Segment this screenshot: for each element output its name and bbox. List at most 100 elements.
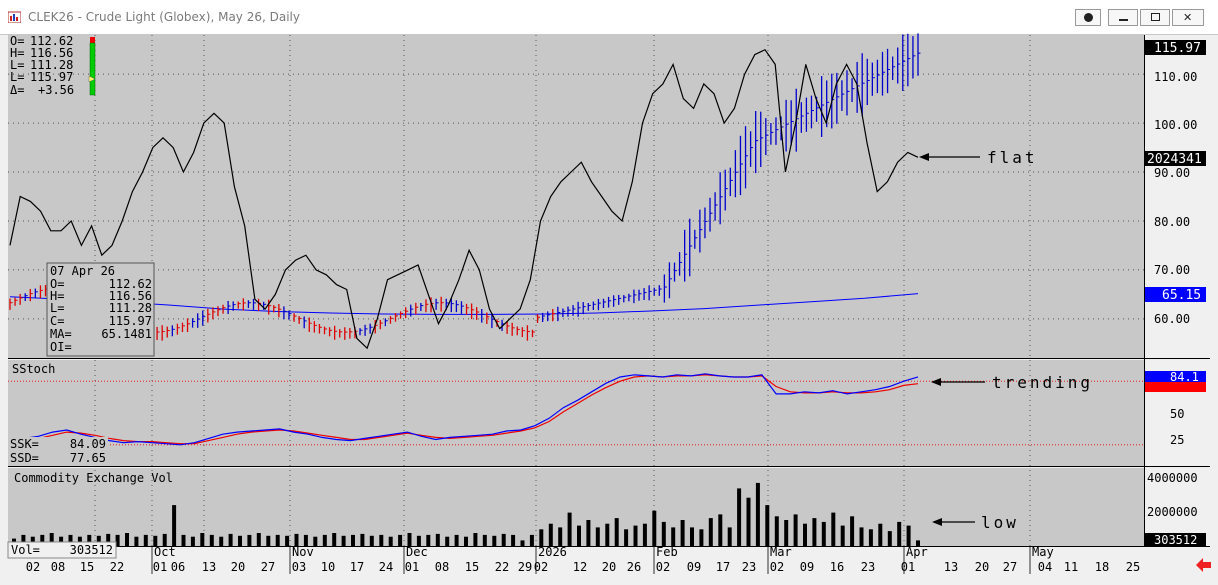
volume-bar [190, 536, 195, 546]
date-day: 09 [687, 560, 701, 574]
date-day: 08 [51, 560, 65, 574]
volume-bar [379, 534, 384, 546]
data-box-value: 116.56 [109, 289, 152, 303]
date-day: 11 [1064, 560, 1078, 574]
ohlc-readout: O= 112.62 H= 116.56 L= 111.28 L= 115.97 … [10, 34, 74, 97]
price-bars [9, 33, 921, 341]
ma-tag [1145, 287, 1206, 302]
volume-bar [134, 536, 139, 546]
volume-bar [755, 482, 760, 546]
circle-button[interactable] [1075, 9, 1101, 26]
volume-bar [209, 534, 214, 546]
ohlc-label: Δ= [10, 83, 24, 97]
scroll-right-arrow-icon[interactable] [1196, 558, 1211, 572]
date-day: 16 [830, 560, 844, 574]
volume-bar [821, 521, 826, 546]
ohlc-value: 111.28 [30, 58, 73, 72]
volume-bar [30, 536, 35, 546]
price-panel [8, 35, 1144, 358]
ohlc-value: 112.62 [30, 34, 73, 48]
ohlc-label: H= [10, 46, 24, 60]
price-tick: 70.00 [1154, 263, 1190, 277]
volume-bar [473, 533, 478, 546]
date-day: 02 [26, 560, 40, 574]
price-tick: 110.00 [1154, 70, 1197, 84]
volume-bar [774, 516, 779, 546]
price-tick: 80.00 [1154, 215, 1190, 229]
annotation-trending: trending [992, 373, 1093, 392]
volume-bar [567, 512, 572, 546]
volume-bar [219, 536, 224, 546]
date-month: Oct [154, 545, 176, 559]
volume-bar [285, 535, 290, 546]
date-day: 23 [861, 560, 875, 574]
close-button[interactable]: ✕ [1172, 9, 1204, 26]
ssd-tag [1145, 382, 1206, 392]
data-box: 07 Apr 26 O= 112.62 H= 116.56 L= 111.28 … [46, 262, 155, 357]
stoch-tick: 25 [1170, 433, 1184, 447]
date-day: 22 [495, 560, 509, 574]
volume-readout-box [7, 541, 117, 559]
ohlc-value: 115.97 [30, 70, 73, 84]
last-price-tag [1145, 40, 1206, 55]
volume-bar [332, 533, 337, 546]
volume-bar [435, 533, 440, 546]
date-day: 02 [770, 560, 784, 574]
volume-bar [727, 527, 732, 546]
stoch-readout-bg [8, 437, 108, 466]
volume-bar [746, 497, 751, 546]
volume-bar [690, 527, 694, 546]
volume-bar [558, 527, 563, 546]
volume-bar [812, 518, 817, 546]
volume-bar [322, 534, 327, 546]
volume-bar [887, 531, 892, 546]
date-month: Feb [656, 545, 678, 559]
volume-last-tag [1145, 533, 1206, 547]
volume-bar [529, 534, 534, 546]
volume-bar [548, 523, 553, 546]
volume-bar [840, 525, 845, 546]
price-tick: 100.00 [1154, 118, 1197, 132]
volume-bar [605, 523, 610, 546]
minimize-button[interactable] [1108, 9, 1138, 26]
volume-bar [868, 529, 873, 546]
ssd-line [9, 374, 919, 445]
date-axis [8, 547, 1210, 574]
date-day: 17 [716, 560, 730, 574]
volume-bar [614, 518, 619, 546]
volume-bar [106, 533, 111, 546]
volume-bar [633, 525, 638, 546]
volume-bar [511, 534, 516, 546]
date-axis-labels: 02 08 15 22 01 06 13 20 27 03 10 17 24 01 08 15 22 29 02 12… [26, 545, 1140, 574]
volume-bar [906, 525, 911, 546]
indicator-red [90, 37, 95, 43]
volume-bar [162, 533, 167, 546]
date-day: 20 [231, 560, 245, 574]
data-box-label: H= [50, 289, 64, 303]
date-day: 06 [171, 560, 185, 574]
date-day: 01 [153, 560, 167, 574]
data-box-label: OI= [50, 340, 72, 354]
ohlc-label: L= [10, 58, 24, 72]
ssk-tag [1145, 371, 1206, 382]
data-box-label: C= [50, 314, 64, 328]
annotations: flat trending low [919, 148, 1093, 532]
date-day: 13 [202, 560, 216, 574]
volume-bar [784, 520, 789, 546]
date-day: 12 [573, 560, 587, 574]
date-month: Mar [770, 545, 792, 559]
volume-bar [59, 536, 64, 546]
volume-bar [275, 534, 280, 546]
date-day: 23 [742, 560, 756, 574]
volume-bar [708, 518, 713, 546]
volume-bar [445, 536, 450, 546]
date-day: 22 [110, 560, 124, 574]
volume-bar [77, 536, 82, 546]
date-day: 27 [1003, 560, 1017, 574]
volume-bar [143, 534, 148, 546]
volume-bar [595, 527, 600, 546]
restore-button[interactable] [1140, 9, 1170, 26]
volume-bar [426, 534, 431, 546]
stoch-last-value: 84.1 [1170, 370, 1199, 384]
